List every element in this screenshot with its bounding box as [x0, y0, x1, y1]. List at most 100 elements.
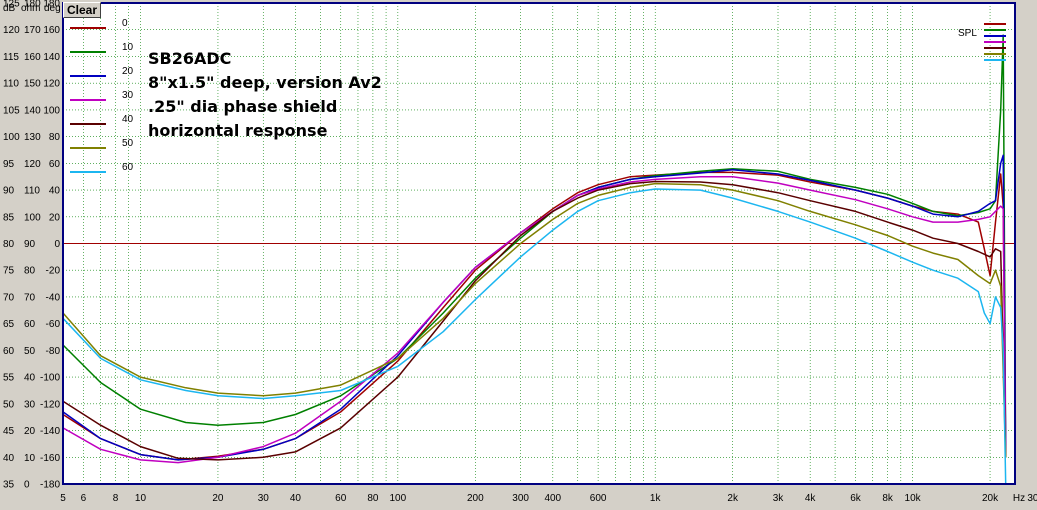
x-tick-label: 2k	[727, 493, 739, 504]
y-tick-label-deg: 0	[54, 239, 60, 250]
y-unit-ohm: ohm	[21, 3, 40, 14]
y-tick-label-db: 90	[3, 186, 15, 197]
y-tick-label-ohm: 150	[24, 79, 41, 90]
x-tick-label: 80	[367, 493, 379, 504]
annotation-line: SB26ADC	[148, 49, 231, 68]
legend-label: 0	[122, 18, 128, 29]
y-tick-label-deg: -140	[40, 426, 60, 437]
x-tick-label: Hz	[1013, 493, 1025, 504]
y-tick-label-ohm: 120	[24, 159, 41, 170]
legend-label: 60	[122, 162, 134, 173]
x-tick-label: 10k	[905, 493, 922, 504]
y-tick-label-deg: 100	[43, 105, 60, 116]
y-tick-label-ohm: 30	[24, 399, 36, 410]
y-tick-label-ohm: 80	[24, 266, 36, 277]
y-tick-label-deg: 80	[49, 132, 61, 143]
x-tick-label: 5	[60, 493, 66, 504]
x-tick-label: 8k	[882, 493, 894, 504]
y-tick-label-ohm: 110	[24, 186, 40, 197]
y-tick-label-ohm: 10	[24, 453, 36, 464]
y-tick-label-deg: 160	[43, 25, 60, 36]
y-tick-label-db: 50	[3, 399, 15, 410]
y-tick-label-db: 70	[3, 292, 15, 303]
y-tick-label-db: 125	[3, 0, 20, 10]
y-tick-label-deg: -100	[40, 373, 60, 384]
legend-label: 40	[122, 114, 134, 125]
y-tick-label-db: 115	[3, 52, 19, 63]
series-line-60	[62, 188, 1007, 485]
legend-label: 50	[122, 138, 134, 149]
x-tick-label: 1k	[650, 493, 662, 504]
series-line-20	[62, 154, 1007, 461]
annotation-line: horizontal response	[148, 121, 328, 140]
right-legend: SPL	[958, 23, 1006, 61]
x-tick-label: 4k	[805, 493, 817, 504]
y-tick-label-deg: 40	[49, 186, 61, 197]
x-tick-label: 100	[390, 493, 407, 504]
y-tick-label-deg: 60	[49, 159, 61, 170]
y-tick-label-ohm: 180	[24, 0, 41, 10]
x-axis-ticks: 5 6 8 10 20 30 40 60 80 100 200 300 400 600 1k 2k 3k 4k 6k…	[60, 493, 1037, 504]
y-tick-label-ohm: 20	[24, 426, 36, 437]
y-tick-label-deg: -40	[46, 292, 61, 303]
x-tick-label: 30	[258, 493, 270, 504]
x-tick-label: 20	[212, 493, 224, 504]
y-tick-label-db: 55	[3, 373, 15, 384]
y-tick-label-db: 45	[3, 426, 15, 437]
y-tick-label-db: 85	[3, 212, 15, 223]
y-tick-label-ohm: 130	[24, 132, 41, 143]
x-tick-label: 600	[590, 493, 607, 504]
legend-label: 10	[122, 42, 134, 53]
series-line-50	[62, 182, 1007, 458]
series-line-30	[62, 175, 1007, 464]
y-tick-label-ohm: 100	[24, 212, 41, 223]
y-tick-label-ohm: 140	[24, 105, 41, 116]
x-tick-label: 6k	[850, 493, 862, 504]
legend-spl-label: SPL	[958, 28, 977, 39]
y-tick-label-deg: -20	[46, 266, 61, 277]
y-tick-label-deg: 180	[43, 0, 60, 10]
y-tick-label-db: 110	[3, 79, 19, 90]
x-tick-label: 400	[544, 493, 561, 504]
annotation-text: SB26ADC 8"x1.5" deep, version Av2 .25" dia…	[148, 49, 382, 140]
y-tick-label-deg: 20	[49, 212, 61, 223]
x-tick-label: 40	[290, 493, 302, 504]
series-curves	[62, 34, 1007, 485]
x-tick-label: 10	[135, 493, 147, 504]
y-tick-label-db: 35	[3, 480, 15, 491]
y-tick-label-db: 60	[3, 346, 15, 357]
annotation-line: 8"x1.5" deep, version Av2	[148, 73, 382, 92]
y-tick-label-ohm: 160	[24, 52, 41, 63]
y-tick-label-db: 40	[3, 453, 15, 464]
y-tick-label-db: 100	[3, 132, 20, 143]
x-tick-label: 200	[467, 493, 484, 504]
legend: 0 10 20 30 40 50 60	[70, 18, 134, 173]
y-tick-label-db: 75	[3, 266, 15, 277]
legend-label: 20	[122, 66, 134, 77]
y-tick-label-db: 80	[3, 239, 15, 250]
annotation-line: .25" dia phase shield	[148, 97, 337, 116]
y-tick-label-db: 120	[3, 25, 20, 36]
y-tick-label-ohm: 170	[24, 25, 41, 36]
x-tick-label: 30k	[1027, 493, 1037, 504]
y-tick-label-ohm: 40	[24, 373, 36, 384]
y-tick-label-ohm: 60	[24, 319, 36, 330]
y-tick-label-deg: -60	[46, 319, 61, 330]
legend-label: 30	[122, 90, 134, 101]
clear-button[interactable]: Clear	[63, 2, 101, 18]
y-tick-label-db: 95	[3, 159, 15, 170]
y-tick-label-db: 105	[3, 105, 20, 116]
x-tick-label: 300	[512, 493, 529, 504]
y-unit-db: dB	[3, 3, 16, 14]
x-tick-label: 60	[335, 493, 347, 504]
y-tick-label-deg: 140	[43, 52, 60, 63]
y-tick-label-ohm: 70	[24, 292, 36, 303]
y-tick-label-deg: 120	[43, 79, 60, 90]
y-tick-label-db: 65	[3, 319, 15, 330]
plot-border	[62, 2, 1016, 485]
y-tick-label-ohm: 50	[24, 346, 36, 357]
series-line-40	[62, 180, 1007, 461]
x-tick-label: 6	[81, 493, 87, 504]
